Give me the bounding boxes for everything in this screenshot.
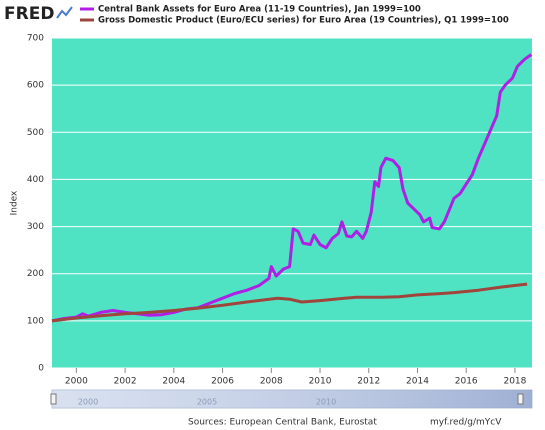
- x-tick-label: 2000: [65, 377, 88, 387]
- x-tick-label: 2002: [114, 377, 137, 387]
- x-tick-label: 2018: [503, 377, 526, 387]
- y-tick-label: 300: [27, 222, 44, 232]
- navigator-area: [52, 390, 532, 408]
- line: [51, 282, 528, 323]
- plot-area: [52, 38, 532, 368]
- navigator-label: 2000: [78, 398, 98, 407]
- y-tick-label: 0: [38, 364, 44, 374]
- y-tick-label: 700: [27, 34, 44, 44]
- x-tick-label: 2004: [162, 377, 185, 387]
- legend-label: Gross Domestic Product (Euro/ECU series)…: [98, 16, 509, 26]
- y-tick-label: 100: [27, 316, 44, 326]
- legend-label: Central Bank Assets for Euro Area (11-19…: [98, 5, 421, 15]
- x-tick-label: 2006: [211, 377, 234, 387]
- x-tick-label: 2010: [309, 377, 332, 387]
- y-tick-label: 600: [27, 81, 44, 91]
- y-tick-label: 500: [27, 128, 44, 138]
- x-tick-label: 2012: [357, 377, 380, 387]
- navigator-label: 2010: [316, 398, 336, 407]
- x-tick-label: 2008: [260, 377, 283, 387]
- navigator-handle[interactable]: [50, 393, 57, 405]
- source: Sources: European Central Bank, Eurostat: [188, 418, 377, 428]
- x-tick-label: 2014: [406, 377, 429, 387]
- x-tick-label: 2016: [455, 377, 478, 387]
- logo: FRED: [4, 4, 54, 24]
- y-axis-label: Index: [10, 190, 20, 215]
- navigator-handle[interactable]: [517, 393, 524, 405]
- link[interactable]: myf.red/g/mYcV: [430, 418, 502, 428]
- logo-icon: [56, 6, 73, 19]
- navigator-label: 2005: [197, 398, 217, 407]
- y-tick-label: 200: [27, 269, 44, 279]
- y-tick-label: 400: [27, 175, 44, 185]
